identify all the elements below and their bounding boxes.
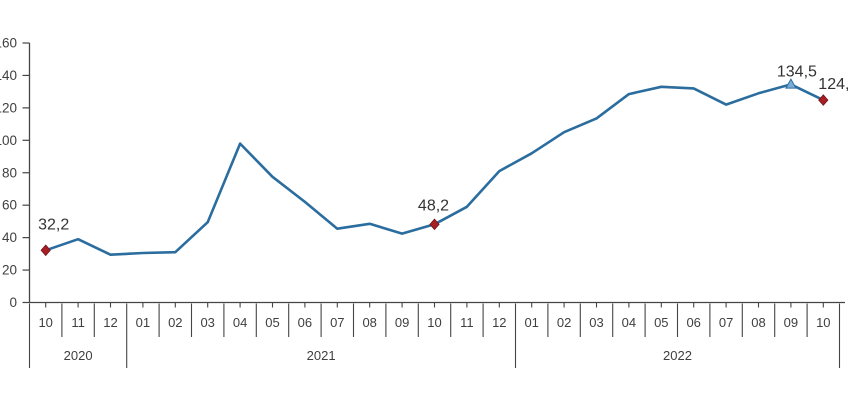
x-tick-label-month: 10 <box>38 315 52 330</box>
x-tick-label-month: 08 <box>362 315 376 330</box>
x-tick-label-month: 03 <box>200 315 214 330</box>
x-tick-label-month: 01 <box>524 315 538 330</box>
data-point-marker-diamond <box>429 218 440 231</box>
data-point-marker-diamond <box>818 94 829 106</box>
x-tick-label-month: 11 <box>460 315 474 330</box>
x-tick-label-month: 10 <box>427 315 441 330</box>
data-label: 134,5 <box>777 63 817 80</box>
y-tick-label: 20 <box>2 263 17 278</box>
y-tick-label: 100 <box>0 133 17 148</box>
x-tick-label-month: 05 <box>654 315 668 330</box>
data-label: 32,2 <box>38 216 69 233</box>
y-tick-label: 160 <box>0 36 17 51</box>
y-tick-label: 120 <box>0 100 17 115</box>
x-tick-label-month: 06 <box>298 315 312 330</box>
y-tick-label: 40 <box>2 230 17 245</box>
data-point-marker-triangle <box>785 78 797 89</box>
x-tick-label-month: 05 <box>265 315 279 330</box>
data-label: 48,2 <box>418 197 449 214</box>
y-tick-label: 140 <box>0 68 17 83</box>
x-group-label-year: 2022 <box>663 348 692 363</box>
x-tick-label-month: 12 <box>103 315 117 330</box>
x-tick-label-month: 09 <box>784 315 798 330</box>
x-tick-label-month: 04 <box>622 315 636 330</box>
x-tick-label-month: 12 <box>492 315 506 330</box>
y-tick-label: 0 <box>9 295 17 310</box>
data-point-marker-diamond <box>40 244 51 257</box>
x-tick-label-month: 04 <box>233 315 247 330</box>
x-tick-label-month: 03 <box>589 315 603 330</box>
x-tick-label-month: 11 <box>71 315 85 330</box>
y-tick-label: 60 <box>2 198 17 213</box>
x-tick-label-month: 06 <box>686 315 700 330</box>
x-tick-label-month: 01 <box>136 315 150 330</box>
data-label: 124,8 <box>818 76 850 93</box>
x-tick-label-month: 07 <box>719 315 733 330</box>
y-tick-label: 80 <box>2 165 17 180</box>
x-group-label-year: 2020 <box>64 348 93 363</box>
x-group-label-year: 2021 <box>307 348 336 363</box>
x-tick-label-month: 08 <box>751 315 765 330</box>
x-tick-label-month: 10 <box>816 315 830 330</box>
x-tick-label-month: 02 <box>557 315 571 330</box>
x-tick-label-month: 02 <box>168 315 182 330</box>
x-tick-label-month: 07 <box>330 315 344 330</box>
x-tick-label-month: 09 <box>395 315 409 330</box>
